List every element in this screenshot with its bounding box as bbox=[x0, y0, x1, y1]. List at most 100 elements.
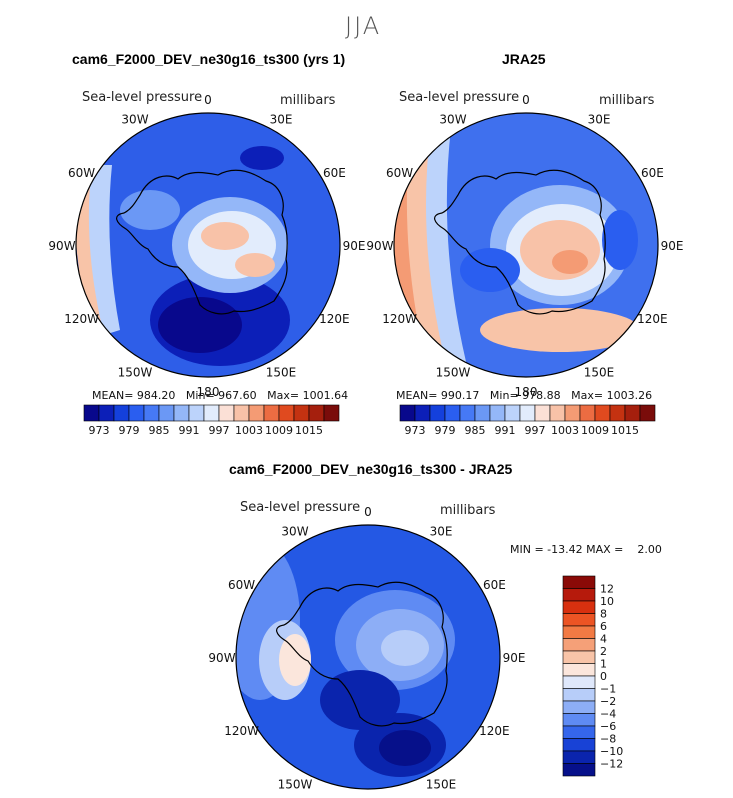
model-lon-label: 150E bbox=[266, 365, 297, 379]
obs-lon-label: 60E bbox=[641, 166, 664, 180]
obs-units-label: millibars bbox=[599, 93, 655, 108]
model-colorbar-swatch bbox=[323, 404, 340, 422]
model-colorbar-tick: 979 bbox=[119, 424, 140, 437]
obs-lon-label: 120W bbox=[382, 312, 417, 326]
obs-colorbar-tick: 985 bbox=[465, 424, 486, 437]
diff-colorbar-tick: 1 bbox=[600, 658, 607, 671]
obs-colorbar-swatch bbox=[429, 404, 446, 422]
diff-colorbar-swatch bbox=[562, 663, 596, 677]
model-colorbar-swatch bbox=[143, 404, 160, 422]
obs-lon-label: 30W bbox=[439, 113, 466, 127]
model-colorbar-tick: 997 bbox=[209, 424, 230, 437]
obs-variable-label: Sea-level pressure bbox=[399, 90, 520, 105]
model-units-label: millibars bbox=[280, 93, 336, 108]
obs-colorbar-swatch bbox=[489, 404, 506, 422]
obs-colorbar-swatch bbox=[534, 404, 551, 422]
diff-colorbar-tick: −6 bbox=[600, 720, 616, 733]
obs-panel-title: JRA25 bbox=[502, 51, 546, 67]
model-stats: MEAN= 984.20 Min= 967.60 Max= 1001.64 bbox=[92, 389, 348, 402]
obs-colorbar-swatch bbox=[414, 404, 431, 422]
diff-colorbar-tick: −10 bbox=[600, 745, 623, 758]
diff-colorbar-swatch bbox=[562, 763, 596, 777]
obs-colorbar-tick: 991 bbox=[495, 424, 516, 437]
diff-colorbar-tick: 8 bbox=[600, 608, 607, 621]
diff-colorbar-swatch bbox=[562, 738, 596, 752]
diff-colorbar-swatch bbox=[562, 625, 596, 639]
diff-colorbar-tick: 0 bbox=[600, 670, 607, 683]
model-lon-label: 90E bbox=[343, 239, 366, 253]
model-min-label: Min= bbox=[185, 389, 215, 402]
model-colorbar-tick: 1015 bbox=[295, 424, 323, 437]
season-title: JJA bbox=[345, 12, 382, 40]
obs-colorbar-swatch bbox=[459, 404, 476, 422]
obs-lon-label: 90E bbox=[661, 239, 684, 253]
model-colorbar-swatch bbox=[248, 404, 265, 422]
diff-lon-label: 60W bbox=[228, 578, 255, 592]
obs-mean-value: 990.17 bbox=[440, 389, 480, 402]
obs-lon-label: 60W bbox=[386, 166, 413, 180]
obs-max-value: 1003.26 bbox=[606, 389, 653, 402]
diff-lon-label: 90W bbox=[208, 651, 235, 665]
diff-colorbar-tick: −2 bbox=[600, 695, 616, 708]
diff-lon-label: 120W bbox=[224, 724, 259, 738]
diff-colorbar-tick: −4 bbox=[600, 708, 616, 721]
model-panel-title: cam6_F2000_DEV_ne30g16_ts300 (yrs 1) bbox=[72, 51, 346, 67]
diff-colorbar-swatch bbox=[562, 613, 596, 627]
model-colorbar-swatch bbox=[263, 404, 280, 422]
obs-colorbar-swatch bbox=[639, 404, 656, 422]
diff-colorbar-tick: 4 bbox=[600, 633, 607, 646]
obs-stats: MEAN= 990.17 Min= 978.88 Max= 1003.26 bbox=[396, 389, 652, 402]
diff-lon-label: 150E bbox=[426, 777, 457, 791]
obs-lon-label: 150W bbox=[436, 365, 471, 379]
model-colorbar-tick: 1009 bbox=[265, 424, 293, 437]
obs-map bbox=[394, 113, 658, 377]
diff-colorbar-swatch bbox=[562, 638, 596, 652]
diff-colorbar-tick: 10 bbox=[600, 595, 614, 608]
model-mean-label: MEAN= bbox=[92, 389, 134, 402]
obs-colorbar-swatch bbox=[444, 404, 461, 422]
obs-min-label: Min= bbox=[489, 389, 519, 402]
diff-lon-label: 0 bbox=[364, 505, 372, 519]
obs-colorbar: 973 979 985 991 997 1003 1009 1015 bbox=[399, 404, 656, 437]
obs-colorbar-swatch bbox=[504, 404, 521, 422]
model-colorbar-tick: 991 bbox=[179, 424, 200, 437]
model-lon-label: 30E bbox=[270, 113, 293, 127]
obs-lon-label: 150E bbox=[584, 365, 615, 379]
model-colorbar-swatch bbox=[188, 404, 205, 422]
obs-colorbar-swatch bbox=[624, 404, 641, 422]
obs-map-border bbox=[393, 112, 659, 378]
diff-colorbar-swatch bbox=[562, 725, 596, 739]
obs-colorbar-swatch bbox=[474, 404, 491, 422]
longitude-labels: 030E60E90E120E150E180150W120W90W60W30W03… bbox=[48, 93, 683, 798]
diff-lon-label: 90E bbox=[503, 651, 526, 665]
obs-colorbar-swatch bbox=[594, 404, 611, 422]
diff-colorbar-tick: 6 bbox=[600, 620, 607, 633]
obs-colorbar-swatch bbox=[609, 404, 626, 422]
model-colorbar-swatch bbox=[218, 404, 235, 422]
obs-colorbar-swatch bbox=[519, 404, 536, 422]
diff-lon-label: 120E bbox=[479, 724, 510, 738]
diff-colorbar-tick: −8 bbox=[600, 733, 616, 746]
diff-colorbar-tick: 12 bbox=[600, 583, 614, 596]
model-colorbar-swatch bbox=[83, 404, 100, 422]
obs-colorbar-swatch bbox=[399, 404, 416, 422]
model-colorbar-swatch bbox=[233, 404, 250, 422]
model-map-border bbox=[75, 112, 341, 378]
obs-colorbar-tick: 1015 bbox=[611, 424, 639, 437]
model-map bbox=[76, 113, 340, 377]
obs-max-label: Max= bbox=[571, 389, 604, 402]
model-lon-label: 60E bbox=[323, 166, 346, 180]
diff-colorbar-swatch bbox=[562, 700, 596, 714]
obs-lon-label: 120E bbox=[637, 312, 668, 326]
model-colorbar-tick: 1003 bbox=[235, 424, 263, 437]
diff-lon-label: 30W bbox=[281, 525, 308, 539]
diff-variable-label: Sea-level pressure bbox=[240, 500, 361, 515]
model-lon-label: 60W bbox=[68, 166, 95, 180]
obs-colorbar-tick: 979 bbox=[435, 424, 456, 437]
model-colorbar-swatch bbox=[278, 404, 295, 422]
model-lon-label: 30W bbox=[121, 113, 148, 127]
diff-map bbox=[236, 525, 500, 789]
model-colorbar-swatch bbox=[98, 404, 115, 422]
